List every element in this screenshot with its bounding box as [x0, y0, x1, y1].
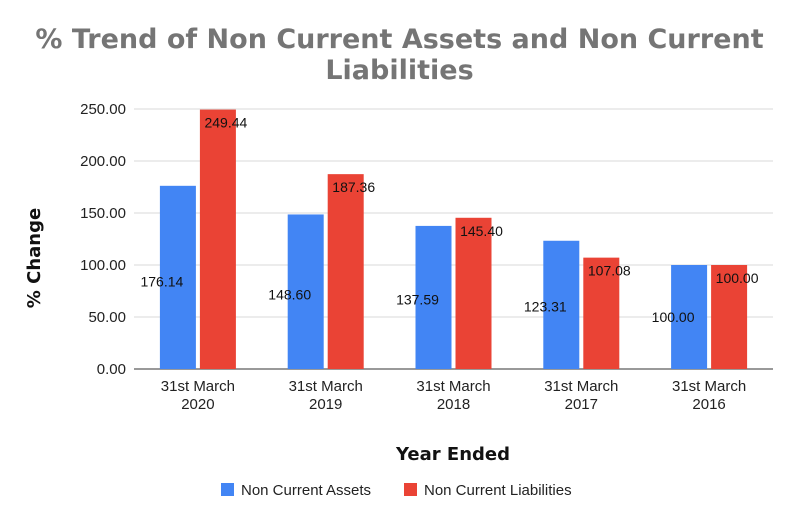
bar-non-current-assets [159, 185, 196, 369]
gridlines [134, 108, 773, 370]
x-tick-label: 31st March [672, 378, 746, 395]
x-tick-label: 31st March [161, 378, 235, 395]
x-tick-label: 2020 [181, 396, 214, 413]
bar-non-current-liabilities [583, 257, 620, 369]
x-tick-label: 31st March [289, 378, 363, 395]
legend-label-non-current-assets: Non Current Assets [241, 482, 371, 499]
y-tick-label: 150.00 [80, 205, 126, 222]
x-tick-label: 31st March [544, 378, 618, 395]
bar-non-current-liabilities [327, 174, 364, 369]
data-label: 107.08 [588, 263, 631, 279]
chart-title-line-1: % Trend of Non Current Assets and Non Cu… [35, 24, 764, 55]
chart-title: % Trend of Non Current Assets and Non Cu… [0, 24, 799, 86]
bars [159, 109, 748, 369]
y-axis-title: % Change [24, 208, 45, 308]
data-label: 148.60 [268, 286, 311, 302]
legend: Non Current Assets Non Current Liabilitie… [221, 482, 572, 499]
legend-swatch-non-current-assets [221, 483, 234, 496]
legend-swatch-non-current-liabilities [404, 483, 417, 496]
y-axis-ticks: 0.00 50.00 100.00 150.00 200.00 250.00 [80, 101, 126, 378]
y-tick-label: 50.00 [88, 309, 126, 326]
data-label: 100.00 [652, 309, 695, 325]
data-label: 123.31 [524, 298, 567, 314]
data-label: 137.59 [396, 292, 439, 308]
x-tick-label: 2019 [309, 396, 342, 413]
y-tick-label: 100.00 [80, 257, 126, 274]
x-axis-title: Year Ended [395, 444, 510, 465]
bar-non-current-liabilities [711, 265, 748, 369]
y-tick-label: 200.00 [80, 153, 126, 170]
chart-title-line-2: Liabilities [325, 55, 474, 86]
data-label: 100.00 [716, 270, 759, 286]
bar-non-current-assets [415, 225, 452, 369]
legend-label-non-current-liabilities: Non Current Liabilities [424, 482, 572, 499]
bar-non-current-assets [671, 265, 708, 369]
bar-non-current-assets [287, 214, 324, 369]
data-label: 176.14 [140, 274, 183, 290]
x-tick-label: 2017 [565, 396, 598, 413]
x-tick-label: 31st March [416, 378, 490, 395]
data-label: 187.36 [332, 179, 375, 195]
bar-non-current-assets [543, 240, 580, 369]
x-tick-label: 2016 [692, 396, 725, 413]
data-labels: 176.14 249.44 148.60 187.36 137.59 145.40 123.… [140, 115, 758, 326]
bar-non-current-liabilities [199, 109, 236, 369]
y-tick-label: 250.00 [80, 101, 126, 118]
data-label: 249.44 [204, 115, 247, 131]
y-tick-label: 0.00 [97, 361, 126, 378]
bar-non-current-liabilities [455, 217, 492, 369]
x-tick-label: 2018 [437, 396, 470, 413]
data-label: 145.40 [460, 223, 503, 239]
